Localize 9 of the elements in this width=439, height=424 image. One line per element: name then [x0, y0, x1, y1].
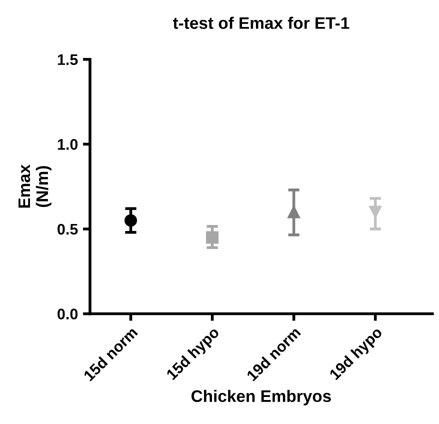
- x-axis-title: Chicken Embryos: [192, 390, 331, 406]
- y-tick-label: 0.5: [58, 224, 78, 235]
- chart-title: t-test of Emax for ET-1: [172, 16, 350, 29]
- y-tick-label: 1.5: [58, 54, 78, 66]
- y-tick-label: 0.0: [58, 308, 78, 320]
- point: [124, 214, 138, 227]
- point: [206, 231, 219, 244]
- y-axis-title: Emax (N/m): [18, 164, 52, 208]
- y-tick-label: 1.0: [58, 139, 78, 150]
